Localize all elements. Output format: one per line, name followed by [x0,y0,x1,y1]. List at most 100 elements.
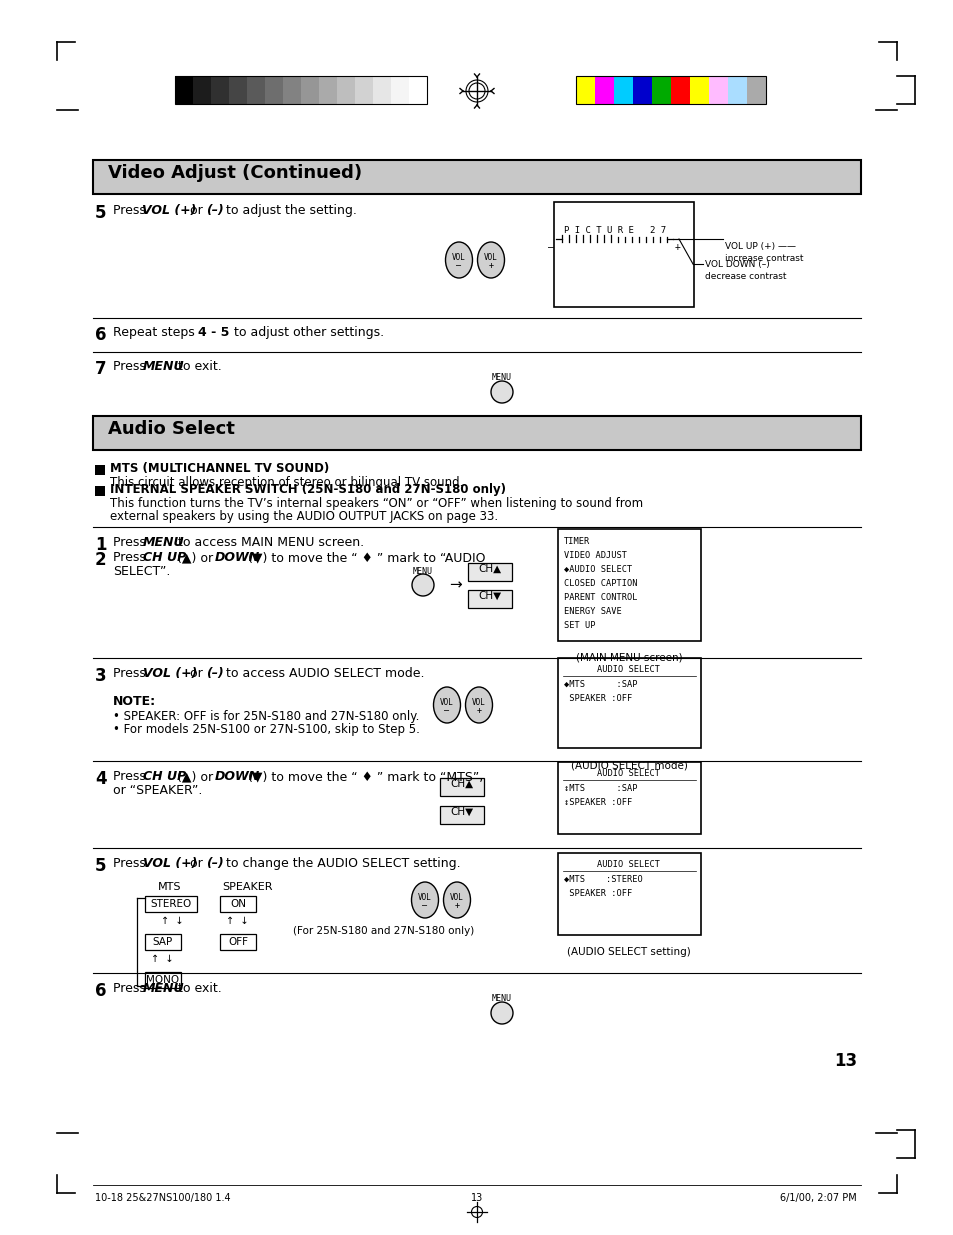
Bar [247,77,265,104]
Text: STEREO: STEREO [151,899,192,909]
Text: MTS: MTS [158,882,182,892]
Text: –: – [548,242,554,252]
Bar [558,529,700,641]
Bar [595,77,614,104]
Text: Repeat steps: Repeat steps [112,326,198,338]
Text: (▲) or: (▲) or [177,769,217,783]
Text: Press: Press [112,359,150,373]
Ellipse shape [443,882,470,918]
Text: ENERGY SAVE: ENERGY SAVE [563,606,621,616]
Text: VOL (+): VOL (+) [143,857,197,869]
Text: VOL: VOL [439,698,454,706]
Bar [439,806,483,824]
Text: (–): (–) [206,667,224,680]
Bar [174,77,427,104]
Text: OFF: OFF [228,937,248,947]
Ellipse shape [433,687,460,722]
Bar [145,972,181,988]
Text: MENU: MENU [143,982,185,995]
Text: PARENT CONTROL: PARENT CONTROL [563,593,637,601]
Bar [439,778,483,797]
Bar [576,77,765,104]
Text: CH▼: CH▼ [478,592,501,601]
Text: ON: ON [230,899,246,909]
Text: increase contrast: increase contrast [724,254,802,263]
Ellipse shape [465,687,492,722]
Text: MENU: MENU [492,994,512,1003]
Text: →: → [449,578,461,593]
Text: CH▼: CH▼ [450,806,473,818]
Text: Press: Press [112,551,150,564]
Text: INTERNAL SPEAKER SWITCH (25N-S180 and 27N-S180 only): INTERNAL SPEAKER SWITCH (25N-S180 and 27… [110,483,505,496]
Text: to access AUDIO SELECT mode.: to access AUDIO SELECT mode. [222,667,424,680]
Text: 5: 5 [95,857,107,876]
Text: 6/1/00, 2:07 PM: 6/1/00, 2:07 PM [780,1193,856,1203]
Text: 2: 2 [95,551,107,569]
Text: AUDIO SELECT: AUDIO SELECT [597,860,659,869]
Text: or: or [186,857,207,869]
Bar [193,77,211,104]
Text: (AUDIO SELECT mode): (AUDIO SELECT mode) [570,760,687,769]
Text: to adjust other settings.: to adjust other settings. [230,326,384,338]
Text: –: – [422,902,427,910]
Text: to exit.: to exit. [173,982,221,995]
Text: or: or [186,667,207,680]
Text: (AUDIO SELECT setting): (AUDIO SELECT setting) [566,947,690,957]
Text: DOWN: DOWN [214,551,260,564]
Text: SAP: SAP [152,937,172,947]
Bar [174,77,193,104]
Bar [468,590,512,608]
Text: DOWN: DOWN [214,769,260,783]
Bar [95,487,105,496]
Text: 13: 13 [471,1193,482,1203]
Bar [468,563,512,580]
Bar [283,77,301,104]
Text: MENU: MENU [143,536,185,550]
Text: 7: 7 [95,359,107,378]
Text: ↑  ↓: ↑ ↓ [161,916,183,926]
Bar [301,77,318,104]
Bar [355,77,373,104]
Text: to adjust the setting.: to adjust the setting. [222,204,356,217]
Text: (▲) or: (▲) or [177,551,217,564]
Bar [318,77,336,104]
Bar [265,77,283,104]
Bar [145,897,196,911]
Bar [409,77,427,104]
Bar [727,77,746,104]
Text: +: + [454,902,459,910]
Text: 1: 1 [95,536,107,555]
Text: decrease contrast: decrease contrast [704,272,785,282]
Text: ↕MTS      :SAP: ↕MTS :SAP [563,784,637,793]
Text: (MAIN MENU screen): (MAIN MENU screen) [575,653,681,663]
Text: • For models 25N-S100 or 27N-S100, skip to Step 5.: • For models 25N-S100 or 27N-S100, skip … [112,722,419,736]
Bar [708,77,727,104]
Text: 10-18 25&27NS100/180 1.4: 10-18 25&27NS100/180 1.4 [95,1193,231,1203]
Text: (▼) to move the “ ♦ ” mark to “MTS”,: (▼) to move the “ ♦ ” mark to “MTS”, [248,769,483,783]
Text: SPEAKER: SPEAKER [222,882,273,892]
Text: (For 25N-S180 and 27N-S180 only): (For 25N-S180 and 27N-S180 only) [293,926,474,936]
Text: (–): (–) [206,857,224,869]
Text: VIDEO ADJUST: VIDEO ADJUST [563,551,626,559]
Bar [391,77,409,104]
Text: SET UP: SET UP [563,621,595,630]
Bar [558,853,700,935]
Text: Press: Press [112,536,150,550]
Text: Press: Press [112,667,150,680]
Text: This function turns the TV’s internal speakers “ON” or “OFF” when listening to s: This function turns the TV’s internal sp… [110,496,642,510]
Bar [373,77,391,104]
Text: Press: Press [112,982,150,995]
Bar [92,161,861,194]
Text: CH▲: CH▲ [450,779,473,789]
Text: –: – [456,261,461,270]
Text: MTS (MULTICHANNEL TV SOUND): MTS (MULTICHANNEL TV SOUND) [110,462,329,475]
Bar [689,77,708,104]
Text: VOL DOWN (–): VOL DOWN (–) [704,261,769,269]
Ellipse shape [412,574,434,597]
Ellipse shape [491,382,513,403]
Text: to access MAIN MENU screen.: to access MAIN MENU screen. [173,536,364,550]
Text: VOL UP (+) ——: VOL UP (+) —— [724,242,795,251]
Text: VOL: VOL [452,253,465,262]
Text: +: + [488,261,493,270]
Text: CH▲: CH▲ [478,564,501,574]
